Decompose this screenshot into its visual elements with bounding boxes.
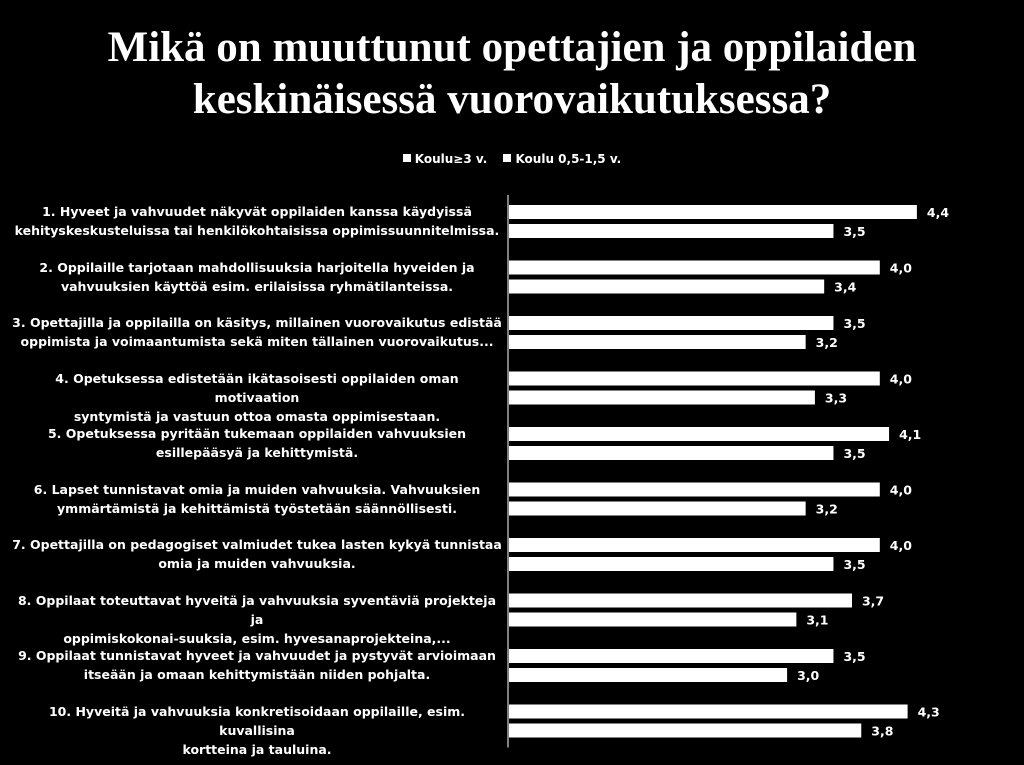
legend-label-series-2: Koulu 0,5-1,5 v. (515, 152, 622, 166)
bar-series-2-item-5 (509, 446, 834, 460)
data-label-series-1-item-7: 4,0 (890, 538, 912, 553)
bar-series-1-item-4 (509, 371, 880, 386)
bar-series-2-item-1 (509, 224, 834, 238)
category-label-6: 6. Lapset tunnistavat omia ja muiden vah… (33, 481, 481, 516)
bar-series-2-item-2 (509, 279, 825, 294)
data-label-series-2-item-3: 3,2 (816, 335, 838, 350)
bar-series-2-item-3 (509, 335, 806, 349)
data-label-series-1-item-6: 4,0 (890, 483, 912, 498)
data-label-series-2-item-9: 3,0 (797, 668, 819, 683)
data-label-series-2-item-6: 3,2 (816, 502, 838, 517)
chart-legend: Koulu≥3 v. Koulu 0,5-1,5 v. (0, 151, 1024, 167)
data-label-series-2-item-7: 3,5 (843, 557, 865, 572)
data-label-series-2-item-4: 3,3 (825, 391, 847, 406)
data-label-series-1-item-5: 4,1 (899, 427, 921, 442)
legend-item-series-2: Koulu 0,5-1,5 v. (503, 151, 621, 167)
data-label-series-1-item-2: 4,0 (890, 261, 912, 276)
chart-title: Mikä on muuttunut opettajien ja oppilaid… (0, 22, 1024, 126)
bar-series-2-item-4 (509, 390, 815, 405)
bar-series-2-item-9 (509, 668, 788, 682)
chart-title-line-1: Mikä on muuttunut opettajien ja oppilaid… (107, 24, 917, 71)
bar-series-1-item-3 (509, 316, 834, 330)
bar-series-1-item-7 (509, 538, 880, 552)
category-label-1: 1. Hyveet ja vahvuudet näkyvät oppilaide… (14, 204, 500, 238)
data-label-series-1-item-10: 4,3 (918, 705, 940, 720)
bar-series-1-item-9 (509, 649, 834, 663)
category-label-2: 2. Oppilaille tarjotaan mahdollisuuksia … (39, 259, 475, 294)
legend-item-series-1: Koulu≥3 v. (402, 151, 488, 167)
category-label-9: 9. Oppilaat tunnistavat hyveet ja vahvuu… (18, 648, 496, 682)
category-label-8: 8. Oppilaat toteuttavat hyveitä ja vahvu… (17, 592, 497, 646)
legend-label-series-1: Koulu≥3 v. (414, 152, 488, 166)
data-label-series-2-item-10: 3,8 (871, 724, 893, 739)
bar-series-2-item-6 (509, 501, 806, 516)
category-label-7: 7. Opettajilla on pedagogiset valmiudet … (12, 537, 502, 571)
category-label-5: 5. Opetuksessa pyritään tukemaan oppilai… (47, 426, 467, 460)
data-label-series-1-item-8: 3,7 (862, 594, 884, 609)
category-label-4: 4. Opetuksessa edistetään ikätasoisesti … (55, 370, 459, 424)
chart-title-line-2: keskinäisessä vuorovaikutuksessa? (192, 76, 832, 123)
category-label-3: 3. Opettajilla ja oppilailla on käsitys,… (12, 315, 502, 349)
bar-series-1-item-2 (509, 260, 880, 275)
category-label-10: 10. Hyveitä ja vahvuuksia konkretisoidaa… (48, 703, 466, 757)
bar-series-2-item-10 (509, 723, 862, 738)
data-label-series-1-item-9: 3,5 (843, 649, 865, 664)
data-label-series-1-item-1: 4,4 (927, 205, 949, 220)
data-label-series-2-item-8: 3,1 (806, 613, 828, 628)
bar-series-1-item-5 (509, 427, 890, 441)
data-label-series-2-item-5: 3,5 (843, 446, 865, 461)
bar-series-1-item-6 (509, 482, 880, 497)
data-label-series-1-item-3: 3,5 (843, 316, 865, 331)
bar-series-1-item-1 (509, 205, 917, 219)
bar-series-1-item-8 (509, 593, 852, 608)
bar-series-2-item-7 (509, 557, 834, 571)
bar-series-2-item-8 (509, 612, 797, 627)
data-label-series-1-item-4: 4,0 (890, 372, 912, 387)
legend-swatch-icon (503, 154, 512, 162)
data-label-series-2-item-1: 3,5 (843, 224, 865, 239)
data-label-series-2-item-2: 3,4 (834, 280, 856, 295)
legend-swatch-icon (402, 154, 411, 162)
bar-series-1-item-10 (509, 704, 908, 719)
